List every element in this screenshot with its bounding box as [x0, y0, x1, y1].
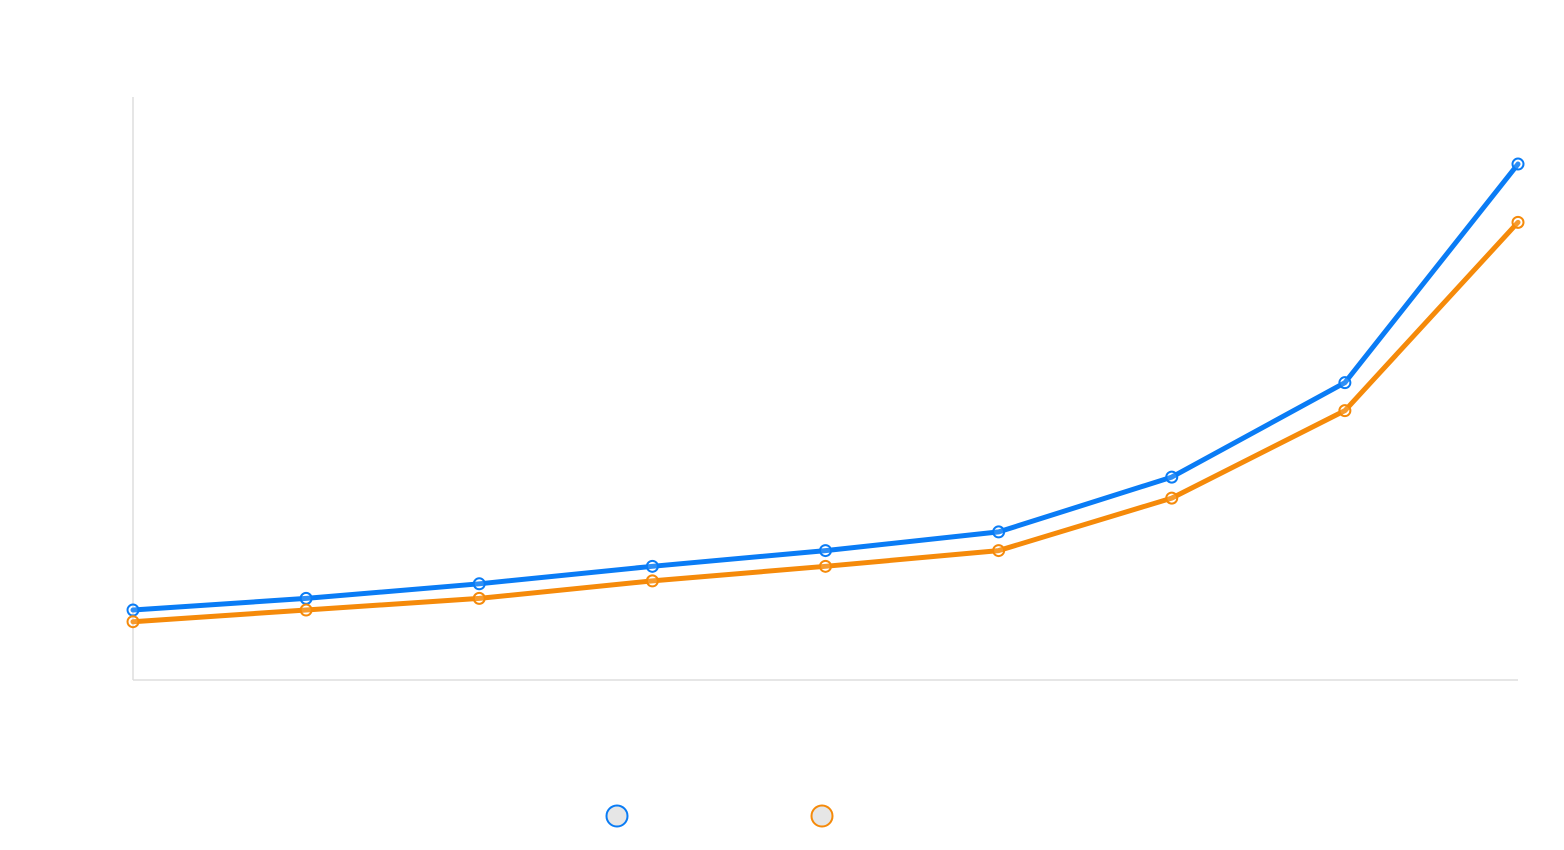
series-1-point-9[interactable] [1511, 157, 1525, 171]
legend-item-1[interactable] [605, 804, 629, 828]
series-1-point-7[interactable] [1165, 470, 1179, 484]
legend-marker-1 [605, 804, 629, 828]
series-2-point-1[interactable] [126, 615, 140, 629]
series-1-point-4[interactable] [645, 559, 659, 573]
series-2-point-4[interactable] [645, 574, 659, 588]
series-2-point-3[interactable] [472, 591, 486, 605]
series-2 [126, 215, 1525, 629]
series-1-point-5[interactable] [819, 544, 832, 558]
series-2-point-2[interactable] [299, 603, 313, 617]
series-layer [126, 157, 1525, 629]
series-2-point-9[interactable] [1511, 215, 1525, 229]
series-1-point-3[interactable] [472, 577, 486, 591]
legend-item-2[interactable] [810, 804, 834, 828]
legend-marker-2 [810, 804, 834, 828]
series-1-point-6[interactable] [992, 525, 1006, 539]
series-2-point-7[interactable] [1165, 491, 1179, 505]
series-1-line [130, 161, 1521, 613]
series-1 [126, 157, 1525, 617]
series-2-point-5[interactable] [819, 559, 832, 573]
series-2-point-8[interactable] [1338, 404, 1352, 418]
series-1-point-2[interactable] [299, 591, 313, 605]
series-1-point-1[interactable] [126, 603, 140, 617]
series-2-line [130, 219, 1521, 625]
series-2-point-6[interactable] [992, 544, 1006, 558]
series-1-point-8[interactable] [1338, 376, 1352, 390]
legend [605, 804, 834, 828]
